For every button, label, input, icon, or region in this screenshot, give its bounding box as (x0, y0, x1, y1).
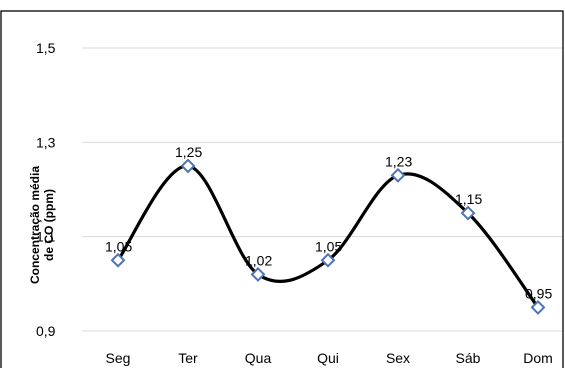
chart-border (0, 10, 564, 368)
data-point-marker (390, 167, 406, 183)
y-tick-label: 1,5 (36, 40, 56, 56)
data-point-marker (110, 252, 126, 268)
data-label: 1,05 (315, 238, 342, 254)
y-axis-label-line-1: Concentração média (28, 166, 42, 284)
data-labels: 1,05 1,25 1,02 1,05 1,23 1,15 0,95 (105, 144, 552, 301)
y-tick-label: 1,1 (36, 229, 56, 245)
data-point-marker (530, 300, 546, 315)
y-axis-label-line-2: de CO (ppm) (42, 189, 56, 261)
data-label: 0,95 (525, 285, 552, 301)
data-point-marker (320, 252, 336, 268)
data-label: 1,15 (455, 191, 482, 207)
x-tick-label: Sex (386, 350, 410, 366)
data-point-marker (180, 158, 196, 174)
data-label: 1,23 (385, 153, 412, 169)
x-tick-label: Seg (106, 350, 131, 366)
data-point-marker (250, 266, 266, 282)
x-tick-label: Qua (245, 350, 272, 366)
data-label: 1,25 (175, 144, 202, 160)
y-tick-label: 0,9 (36, 323, 56, 339)
gridlines (82, 47, 562, 332)
y-tick-label: 1,3 (36, 134, 56, 150)
data-label: 1,05 (105, 238, 132, 254)
y-axis-ticks: 0,9 1,1 1,3 1,5 (36, 40, 56, 339)
x-axis-ticks: Seg Ter Qua Qui Sex Sáb Dom (106, 350, 553, 366)
x-tick-label: Dom (523, 350, 553, 366)
data-markers (110, 158, 546, 315)
x-tick-label: Qui (317, 350, 339, 366)
x-tick-label: Ter (178, 350, 198, 366)
data-point-marker (460, 205, 476, 221)
data-label: 1,02 (245, 252, 272, 268)
x-tick-label: Sáb (456, 350, 481, 366)
